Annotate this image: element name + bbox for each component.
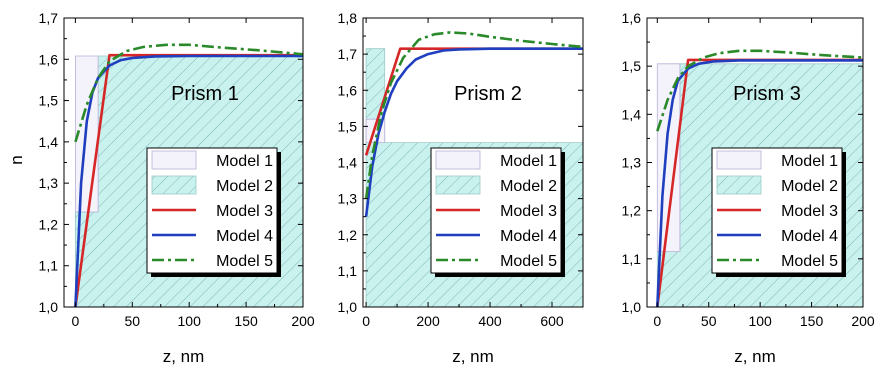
legend-swatch-model-1 [716, 150, 762, 170]
y-tick-label: 1,7 [338, 46, 358, 62]
legend-swatch-model-1 [151, 150, 197, 170]
y-axis-label: n [7, 155, 26, 164]
legend-label: Model 1 [500, 153, 557, 170]
legend-swatch-model-2 [435, 175, 481, 195]
legend-label: Model 5 [216, 253, 273, 270]
y-tick-label: 1,4 [39, 134, 59, 150]
y-tick-label: 1,7 [39, 10, 59, 26]
series-model-4 [656, 59, 863, 307]
legend-label: Model 3 [500, 203, 557, 220]
y-tick-label: 1,5 [338, 118, 358, 134]
series-model-5 [364, 31, 583, 199]
x-axis-label: z, nm [452, 347, 494, 366]
chart-panel-1: 1,0 1,1 1,2 1,3 1,4 1,5 1,6 1,7 0 50 100 150 200 z, n… [39, 10, 315, 366]
chart-panel-2: 1,0 1,1 1,2 1,3 1,4 1,5 1,6 1,7 1,8 0 200 400 600 z, … [338, 10, 584, 366]
x-tick-label: 50 [701, 313, 717, 329]
y-tick-label: 1,5 [622, 58, 642, 74]
x-tick-label: 600 [540, 313, 564, 329]
y-tick-label: 1,4 [622, 106, 642, 122]
legend-swatch-model-2 [716, 175, 762, 195]
x-tick-label: 200 [416, 313, 440, 329]
y-tick-label: 1,3 [622, 155, 642, 171]
legend-label: Model 2 [781, 178, 838, 195]
series-model-5 [656, 49, 863, 132]
series-model-5 [74, 43, 303, 143]
legend-label: Model 1 [781, 153, 838, 170]
x-tick-label: 50 [124, 313, 140, 329]
y-tick-label: 1,2 [622, 203, 642, 219]
x-tick-label: 100 [178, 313, 202, 329]
legend-label: Model 5 [781, 253, 838, 270]
x-tick-label: 200 [851, 313, 875, 329]
legend-label: Model 4 [500, 228, 557, 245]
x-axis-label: z, nm [734, 347, 776, 366]
series-model-4 [74, 54, 303, 307]
legend-swatch-model-2 [151, 175, 197, 195]
legend-label: Model 4 [216, 228, 273, 245]
y-tick-label: 1,0 [338, 299, 358, 315]
x-tick-label: 0 [362, 313, 370, 329]
y-tick-label: 1,1 [39, 258, 59, 274]
legend: Model 1 Model 2 Model 3 Model 4 Model 5 [711, 147, 846, 277]
y-tick-label: 1,6 [338, 82, 358, 98]
legend-label: Model 2 [216, 178, 273, 195]
y-tick-label: 1,2 [39, 216, 59, 232]
x-tick-label: 150 [234, 313, 258, 329]
legend-swatch-model-1 [435, 150, 481, 170]
chart-title: Prism 3 [733, 83, 801, 105]
y-tick-label: 1,0 [39, 299, 59, 315]
legend-label: Model 5 [500, 253, 557, 270]
y-tick-label: 1,3 [39, 175, 59, 191]
x-tick-label: 150 [800, 313, 824, 329]
y-tick-label: 1,8 [338, 10, 358, 26]
chart-panel-3: 1,0 1,1 1,2 1,3 1,4 1,5 1,6 0 50 100 150 200 z, nm Pr… [622, 10, 875, 366]
y-tick-label: 1,2 [338, 227, 358, 243]
x-tick-label: 100 [748, 313, 772, 329]
y-tick-label: 1,6 [622, 10, 642, 26]
x-tick-label: 0 [653, 313, 661, 329]
x-axis-label: z, nm [163, 347, 205, 366]
y-tick-label: 1,1 [622, 251, 642, 267]
legend: Model 1 Model 2 Model 3 Model 4 Model 5 [146, 147, 281, 277]
legend-label: Model 2 [500, 178, 557, 195]
x-tick-label: 0 [71, 313, 79, 329]
chart-title: Prism 2 [454, 83, 522, 105]
x-tick-label: 400 [478, 313, 502, 329]
y-tick-label: 1,4 [338, 155, 358, 171]
y-tick-label: 1,5 [39, 93, 59, 109]
legend-label: Model 4 [781, 228, 838, 245]
legend-label: Model 3 [216, 203, 273, 220]
y-tick-label: 1,0 [622, 299, 642, 315]
legend-label: Model 1 [216, 153, 273, 170]
y-tick-label: 1,1 [338, 263, 358, 279]
x-tick-label: 200 [291, 313, 315, 329]
chart-title: Prism 1 [171, 83, 239, 105]
y-tick-label: 1,6 [39, 51, 59, 67]
y-tick-label: 1,3 [338, 191, 358, 207]
legend: Model 1 Model 2 Model 3 Model 4 Model 5 [430, 147, 565, 277]
legend-label: Model 3 [781, 203, 838, 220]
series-model-4 [364, 47, 583, 217]
